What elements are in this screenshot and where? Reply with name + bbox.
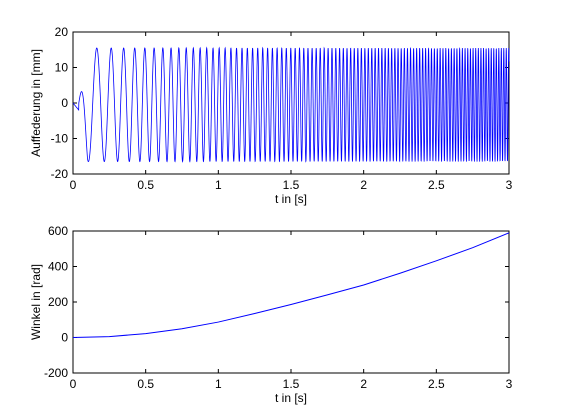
- plot1-ytick-label: 20: [55, 25, 69, 39]
- plot1-ylabel: Auffederung in [mm]: [29, 49, 43, 157]
- plot2-ytick-label: 400: [48, 260, 68, 274]
- plot2-xtick-label: 0.5: [137, 377, 154, 391]
- plot2-xtick-label: 1: [215, 377, 222, 391]
- plot1-xtick-label: 2: [360, 178, 367, 192]
- plot2-axes-box: [72, 230, 510, 374]
- plot1-xtick-label: 0: [70, 178, 77, 192]
- plot2-ytick-label: 200: [48, 295, 68, 309]
- plot2-xlabel: t in [s]: [275, 391, 307, 405]
- plot1-xtick-label: 1.5: [283, 178, 300, 192]
- plot1-xtick-label: 3: [506, 178, 513, 192]
- plot1-ytick-label: 0: [61, 96, 68, 110]
- plot1-ytick-label: -10: [51, 132, 69, 146]
- plot2-xtick-label: 2.5: [428, 377, 445, 391]
- series-winkel-line: [72, 232, 510, 338]
- plot2-ytick-label: 0: [61, 331, 68, 345]
- plot2-xtick-label: 2: [360, 377, 367, 391]
- plot2-ylabel: Winkel in [rad]: [29, 264, 43, 340]
- series-auffederung-line: [72, 46, 510, 163]
- plot1-ytick-label: -20: [51, 167, 69, 181]
- plot1-xlabel: t in [s]: [275, 192, 307, 206]
- plot2-xtick-label: 3: [506, 377, 513, 391]
- plot1-ytick-label: 10: [55, 61, 69, 75]
- plot2-ytick-label: -200: [44, 366, 68, 380]
- plot1-xtick-label: 0.5: [137, 178, 154, 192]
- plot1-xtick-label: 1: [215, 178, 222, 192]
- plot2-ytick-label: 600: [48, 224, 68, 238]
- plot1-xtick-label: 2.5: [428, 178, 445, 192]
- plot2-xtick-label: 1.5: [283, 377, 300, 391]
- plot2-xtick-label: 0: [70, 377, 77, 391]
